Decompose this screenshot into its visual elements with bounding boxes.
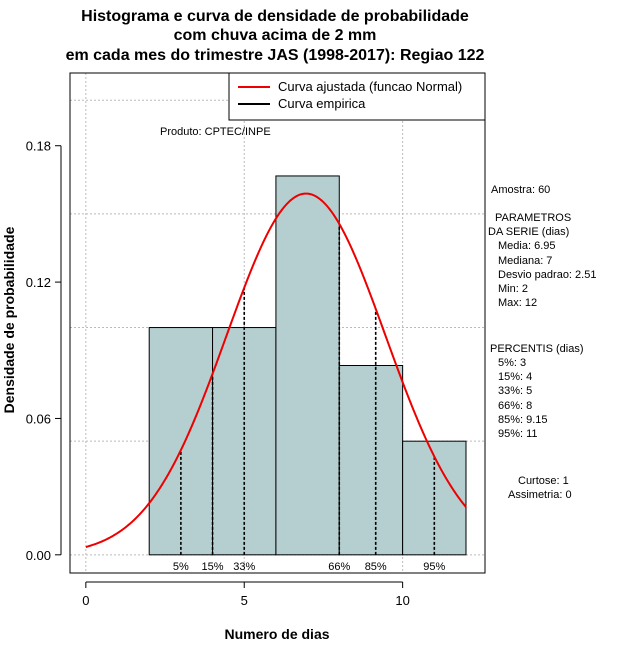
stat-p5: 5%: 3	[498, 357, 526, 369]
percentile-label-2: 33%	[233, 561, 255, 573]
percentile-label-5: 95%	[423, 561, 445, 573]
stat-p66: 66%: 8	[498, 400, 532, 412]
stat-p85: 85%: 9.15	[498, 414, 548, 426]
legend-label-curve: Curva ajustada (funcao Normal)	[278, 79, 462, 94]
chart-title: Histograma e curva de densidade de proba…	[66, 8, 485, 64]
normal-curve-line	[85, 192, 467, 548]
stat-min: Min: 2	[498, 283, 528, 295]
stat-p33: 33%: 5	[498, 385, 532, 397]
legend-label-empirical: Curva empirica	[278, 96, 366, 111]
percentile-label-0: 5%	[173, 561, 189, 573]
legend: Curva ajustada (funcao Normal) Curva emp…	[228, 72, 486, 121]
title-line-1: Histograma e curva de densidade de proba…	[81, 8, 469, 25]
title-line-3: em cada mes do trimestre JAS (1998-2017)…	[66, 47, 485, 64]
x-tick-label-2: 10	[395, 593, 409, 608]
histogram-bar-0	[148, 327, 214, 556]
stat-p95: 95%: 11	[498, 428, 538, 440]
x-tick-label-0: 0	[82, 593, 89, 608]
stat-mediana: Mediana: 7	[498, 255, 552, 267]
stat-amostra: Amostra: 60	[491, 184, 550, 196]
stats-panel: Amostra: 60 PARAMETROS DA SERIE (dias) M…	[488, 184, 596, 501]
stat-assimetria: Assimetria: 0	[508, 489, 572, 501]
percentile-label-1: 15%	[202, 561, 224, 573]
bars-layer	[148, 175, 467, 556]
title-line-2: com chuva acima de 2 mm	[174, 27, 377, 44]
x-tick-label-1: 5	[241, 593, 248, 608]
stat-param-title-1: PARAMETROS	[495, 212, 571, 224]
percentile-layer: 5% 15% 33% 66% 85% 95%	[173, 223, 446, 573]
stat-param-title-2: DA SERIE (dias)	[488, 226, 569, 238]
curve-layer	[85, 192, 467, 548]
percentile-label-4: 85%	[365, 561, 387, 573]
product-annotation: Produto: CPTEC/INPE	[160, 126, 271, 138]
y-tick-label-1: 0.06	[26, 411, 51, 426]
axes-layer: 0 5 10 0.00 0.06 0.12 0.18	[26, 139, 410, 608]
histogram-bar-1	[212, 327, 277, 556]
stat-media: Media: 6.95	[498, 240, 555, 252]
histogram-bar-3	[338, 365, 404, 556]
y-axis-label: Densidade de probabilidade	[1, 226, 17, 413]
y-tick-label-0: 0.00	[26, 548, 51, 563]
histogram-bar-2	[275, 175, 340, 556]
stat-desvio: Desvio padrao: 2.51	[498, 269, 596, 281]
y-tick-label-2: 0.12	[26, 275, 51, 290]
y-tick-label-3: 0.18	[26, 139, 51, 154]
stat-max: Max: 12	[498, 297, 537, 309]
stat-percentis-title: PERCENTIS (dias)	[490, 343, 584, 355]
legend-box	[228, 72, 486, 121]
stat-curtose: Curtose: 1	[518, 475, 569, 487]
x-axis-label: Numero de dias	[224, 626, 329, 642]
stat-p15: 15%: 4	[498, 371, 532, 383]
percentile-label-3: 66%	[328, 561, 350, 573]
